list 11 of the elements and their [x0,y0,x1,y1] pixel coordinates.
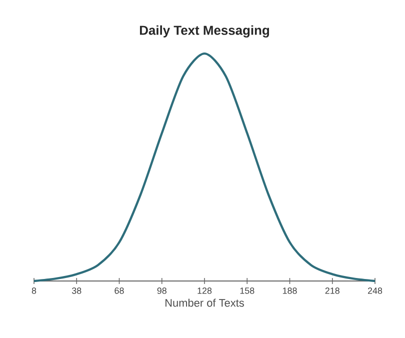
x-tick-label: 218 [325,288,340,294]
x-tick-label: 8 [32,288,36,294]
x-tick-label: 188 [282,288,297,294]
x-tick-label: 68 [114,288,124,294]
x-axis-title: Number of Texts [166,298,244,307]
x-tick-label: 248 [368,288,382,294]
x-tick-label: 158 [240,288,254,294]
x-tick-label: 38 [72,288,82,294]
chart-title: Daily Text Messaging [140,25,269,38]
x-tick-label: 98 [157,288,166,294]
x-tick-label: 128 [198,288,212,294]
